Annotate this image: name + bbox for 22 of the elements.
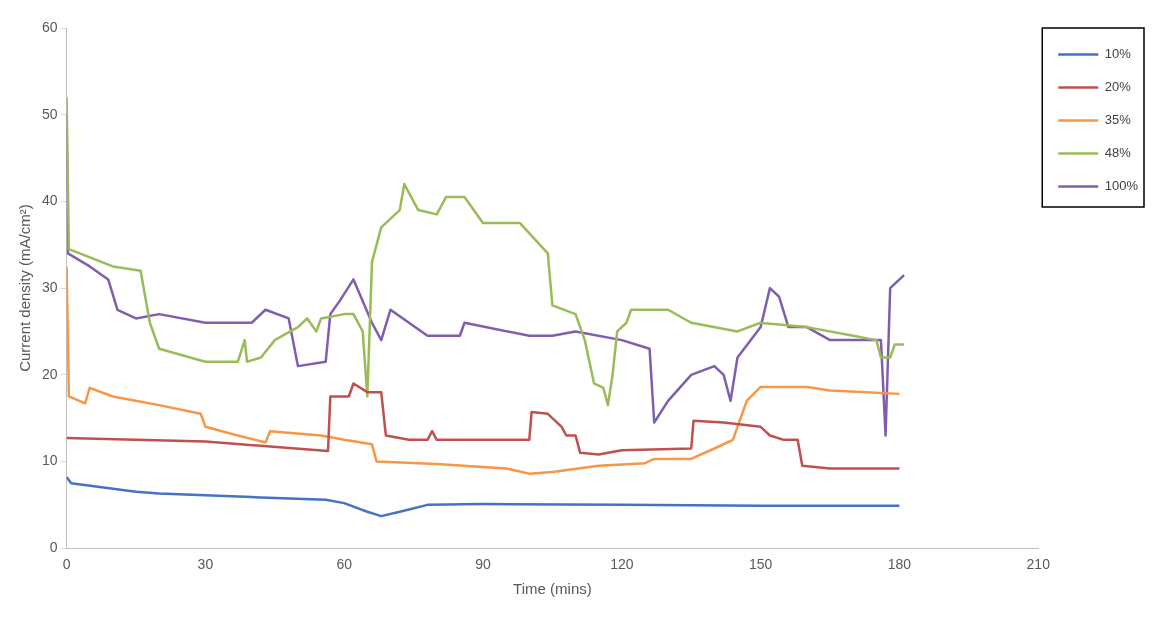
y-tick-label: 40 bbox=[41, 192, 58, 209]
x-tick-label: 60 bbox=[336, 556, 353, 573]
legend-label: 100% bbox=[1104, 178, 1139, 194]
x-tick-label: 210 bbox=[1026, 556, 1051, 573]
y-tick-label: 50 bbox=[41, 105, 58, 122]
x-tick-label: 120 bbox=[610, 556, 634, 573]
y-tick-label: 60 bbox=[41, 18, 58, 35]
legend-label: 48% bbox=[1104, 145, 1132, 161]
x-tick-label: 0 bbox=[62, 556, 71, 573]
legend-label: 20% bbox=[1104, 79, 1132, 95]
y-axis-title: Current density (mA/cm²) bbox=[16, 204, 34, 372]
legend-label: 35% bbox=[1104, 112, 1132, 128]
x-tick-label: 180 bbox=[887, 556, 912, 573]
y-tick-label: 20 bbox=[41, 365, 58, 382]
y-tick-label: 10 bbox=[41, 452, 58, 469]
y-tick-label: 0 bbox=[49, 539, 58, 556]
x-tick-label: 30 bbox=[197, 556, 214, 573]
x-tick-label: 90 bbox=[475, 556, 491, 573]
y-tick-label: 30 bbox=[41, 278, 58, 295]
x-axis-title: Time (mins) bbox=[513, 580, 592, 598]
legend-label: 10% bbox=[1104, 46, 1132, 62]
x-tick-label: 150 bbox=[748, 556, 773, 573]
